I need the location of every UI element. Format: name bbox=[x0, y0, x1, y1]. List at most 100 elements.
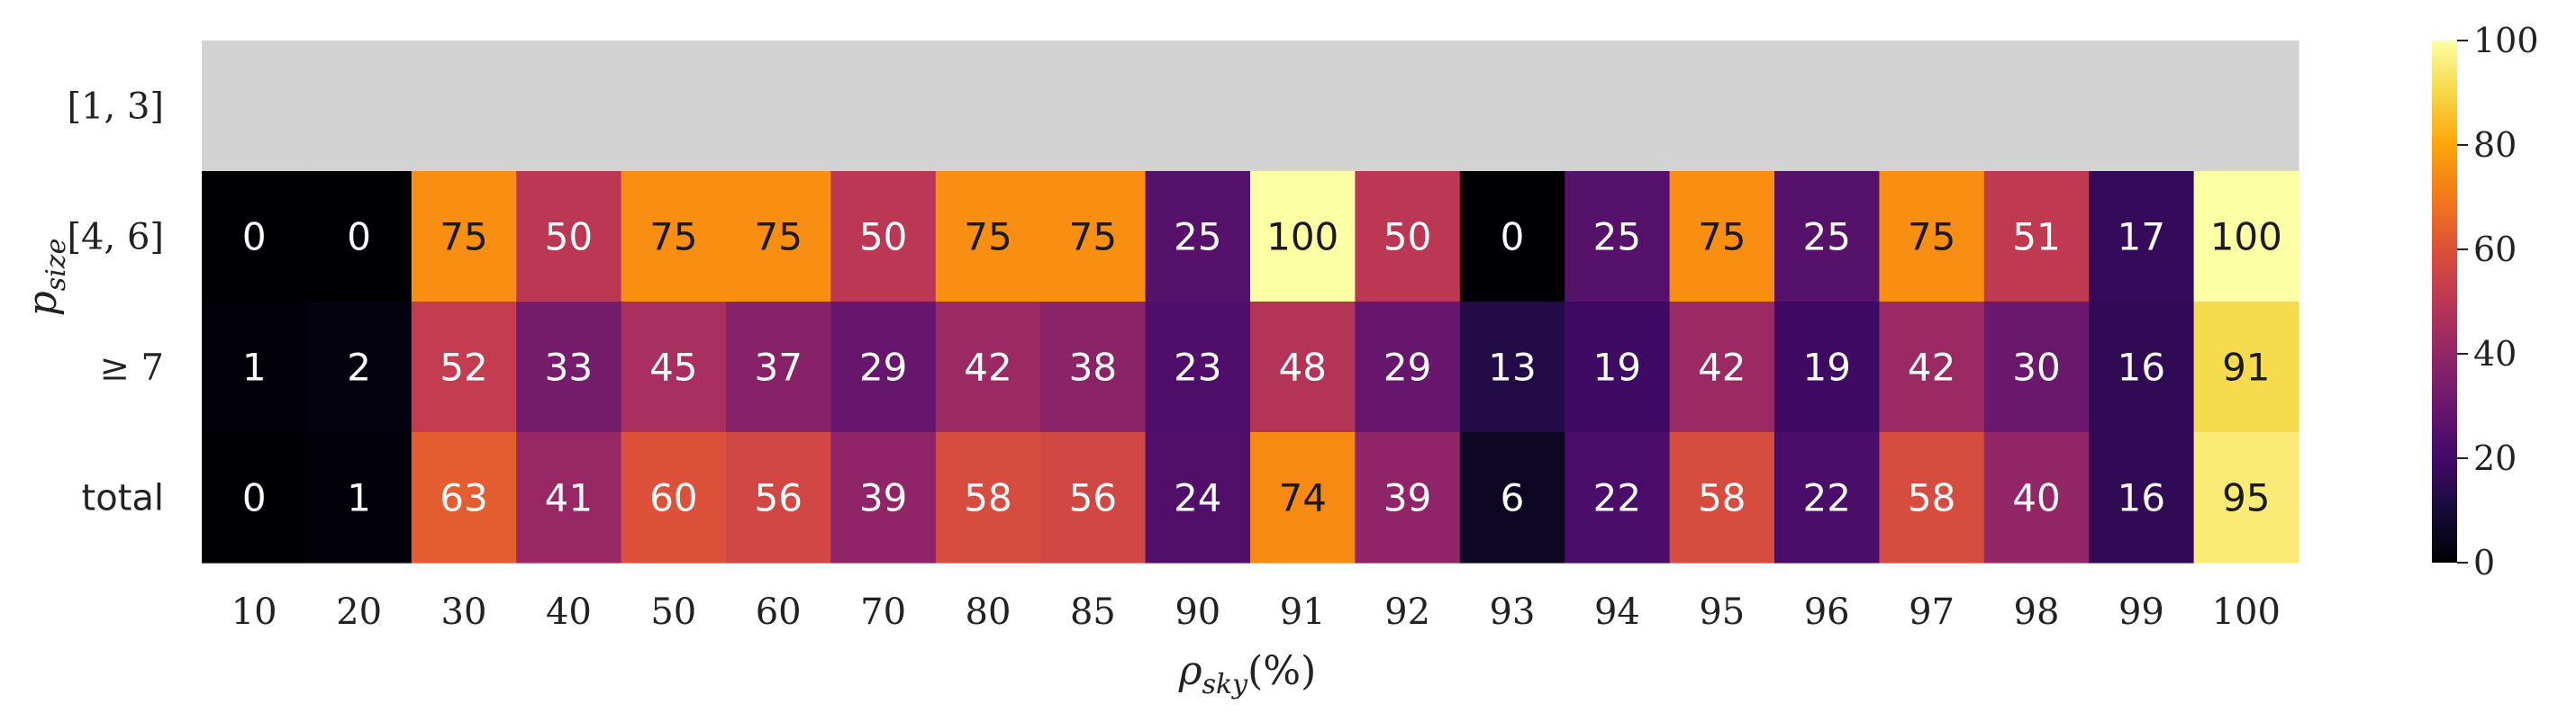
cell-value-label: 50 bbox=[545, 215, 593, 259]
heatmap-cell bbox=[1565, 41, 1671, 172]
cell-value-label: 29 bbox=[1383, 346, 1431, 390]
heatmap-cell bbox=[1879, 432, 1985, 564]
x-tick-label: 30 bbox=[441, 591, 487, 633]
cell-value-label: 1 bbox=[347, 476, 371, 520]
heatmap-cell bbox=[516, 171, 622, 302]
heatmap-cell bbox=[1879, 41, 1985, 172]
heatmap-cell bbox=[935, 171, 1041, 302]
heatmap-cell bbox=[1774, 41, 1880, 172]
cell-value-label: 58 bbox=[1698, 476, 1746, 520]
heatmap-cell bbox=[2193, 171, 2299, 302]
cell-value-label: 75 bbox=[649, 215, 697, 259]
heatmap-cell bbox=[1774, 171, 1880, 302]
heatmap-cell bbox=[306, 41, 413, 172]
heatmap-cell bbox=[1983, 302, 2090, 433]
heatmap-cell bbox=[1040, 171, 1147, 302]
cell-value-label: 0 bbox=[347, 215, 371, 259]
heatmap-cell bbox=[1040, 302, 1147, 433]
y-tick-label: [4, 6] bbox=[67, 217, 164, 258]
heatmap-cell bbox=[516, 41, 622, 172]
heatmap-cell bbox=[516, 302, 622, 433]
x-tick-labels: 10 20 30 40 50 60 70 80 85 90 91 92 93 94 95 96 97 98 99 10… bbox=[231, 591, 2281, 633]
cell-value-label: 42 bbox=[964, 346, 1011, 390]
x-tick-label: 96 bbox=[1804, 591, 1850, 633]
heatmap-cell bbox=[411, 171, 517, 302]
heatmap-cell bbox=[1459, 432, 1565, 564]
cell-value-label: 63 bbox=[440, 476, 487, 520]
heatmap-cell bbox=[1040, 432, 1147, 564]
cell-value-label: 100 bbox=[2210, 215, 2282, 259]
heatmap-cell bbox=[1355, 432, 1461, 564]
heatmap-cell bbox=[1250, 41, 1356, 172]
cell-value-label: 30 bbox=[2012, 346, 2060, 390]
x-axis-label-base: ρ bbox=[1178, 648, 1202, 694]
cell-value-label: 45 bbox=[649, 346, 697, 390]
heatmap-cell bbox=[1040, 41, 1147, 172]
heatmap-cell bbox=[411, 41, 517, 172]
heatmap-cell bbox=[2089, 41, 2195, 172]
cell-value-label: 17 bbox=[2118, 215, 2165, 259]
cell-value-label: 24 bbox=[1174, 476, 1221, 520]
x-tick-label: 92 bbox=[1384, 591, 1430, 633]
y-axis-label-base: p bbox=[20, 291, 66, 316]
heatmap-cell bbox=[1669, 302, 1775, 433]
cell-value-label: 56 bbox=[754, 476, 802, 520]
heatmap-cell bbox=[1459, 171, 1565, 302]
colorbar-tick-label: 80 bbox=[2473, 125, 2517, 165]
cell-value-label: 41 bbox=[545, 476, 593, 520]
heatmap-cell bbox=[202, 432, 307, 564]
heatmap-cell bbox=[830, 171, 937, 302]
cell-value-label: 42 bbox=[1698, 346, 1746, 390]
colorbar bbox=[2432, 41, 2457, 563]
cell-value-label: 19 bbox=[1593, 346, 1641, 390]
cell-value-label: 25 bbox=[1174, 215, 1221, 259]
heatmap-cell bbox=[306, 302, 413, 433]
colorbar-tick-label: 60 bbox=[2473, 230, 2517, 269]
heatmap-cell bbox=[2193, 302, 2299, 433]
x-axis-label: ρsky(%) bbox=[1178, 648, 1317, 700]
heatmap-cell bbox=[1774, 302, 1880, 433]
cell-value-label: 40 bbox=[2012, 476, 2060, 520]
heatmap-cell bbox=[1565, 432, 1671, 564]
cell-value-label: 51 bbox=[2012, 215, 2060, 259]
heatmap-cell bbox=[830, 432, 937, 564]
heatmap-cell bbox=[1879, 171, 1985, 302]
heatmap-cell bbox=[2193, 432, 2299, 564]
cell-value-label: 25 bbox=[1802, 215, 1850, 259]
heatmap-cell bbox=[726, 432, 831, 564]
heatmap-cell bbox=[411, 432, 517, 564]
heatmap-cell bbox=[1459, 302, 1565, 433]
heatmap-cell bbox=[935, 41, 1041, 172]
colorbar-tick-label: 0 bbox=[2473, 543, 2495, 582]
cell-value-label: 58 bbox=[964, 476, 1011, 520]
cell-value-label: 16 bbox=[2118, 476, 2165, 520]
heatmap-cell bbox=[1145, 41, 1251, 172]
cell-value-label: 42 bbox=[1908, 346, 1955, 390]
colorbar-tick-label: 20 bbox=[2473, 438, 2517, 478]
heatmap-cell bbox=[202, 171, 307, 302]
heatmap-cell bbox=[1669, 171, 1775, 302]
heatmap-cells bbox=[202, 41, 2299, 564]
x-tick-label: 93 bbox=[1490, 591, 1536, 633]
heatmap-cell bbox=[1983, 432, 2090, 564]
x-tick-label: 94 bbox=[1594, 591, 1640, 633]
x-tick-label: 80 bbox=[966, 591, 1011, 633]
cell-value-label: 13 bbox=[1488, 346, 1536, 390]
x-tick-label: 98 bbox=[2014, 591, 2060, 633]
cell-value-label: 29 bbox=[859, 346, 907, 390]
cell-value-label: 50 bbox=[859, 215, 907, 259]
cell-value-label: 48 bbox=[1278, 346, 1326, 390]
heatmap-cell bbox=[621, 41, 727, 172]
cell-value-label: 75 bbox=[1698, 215, 1746, 259]
heatmap-cell bbox=[1459, 41, 1565, 172]
cell-value-label: 91 bbox=[2222, 346, 2270, 390]
heatmap-cell bbox=[2089, 432, 2195, 564]
heatmap-cell bbox=[1774, 432, 1880, 564]
heatmap-cell bbox=[1983, 41, 2090, 172]
cell-value-label: 22 bbox=[1593, 476, 1641, 520]
heatmap-cell bbox=[2089, 302, 2195, 433]
heatmap-cell bbox=[726, 302, 831, 433]
cell-value-label: 100 bbox=[1266, 215, 1338, 259]
heatmap-cell bbox=[1669, 41, 1775, 172]
cell-value-label: 60 bbox=[649, 476, 697, 520]
